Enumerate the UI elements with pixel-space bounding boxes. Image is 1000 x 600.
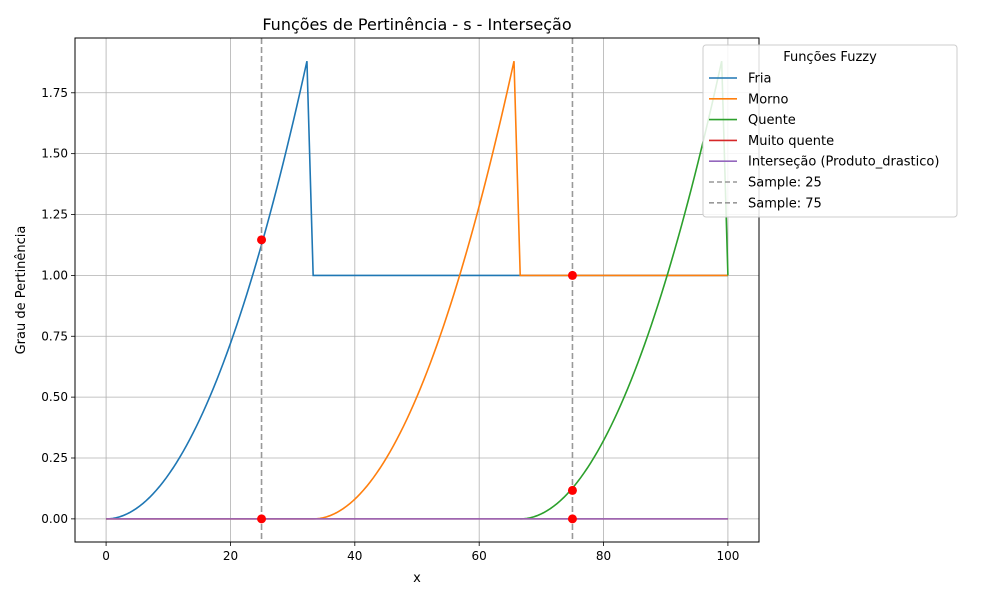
y-tick-label: 0.25 xyxy=(41,451,68,465)
sample-point-2 xyxy=(257,514,267,524)
legend-title: Funções Fuzzy xyxy=(783,50,877,65)
sample-points xyxy=(257,235,577,524)
legend-label-7: Sample: 75 xyxy=(748,196,822,211)
y-tick-label: 1.50 xyxy=(41,147,68,161)
x-tick-label: 20 xyxy=(223,549,238,563)
legend-label-5: Interseção (Produto_drastico) xyxy=(748,155,939,170)
legend: Funções Fuzzy Fria Morno Quente Muito quent… xyxy=(702,44,958,218)
grid-lines xyxy=(75,38,759,542)
sample-point-5 xyxy=(567,514,577,524)
x-axis-label: x xyxy=(413,571,421,586)
y-tick-label: 0.75 xyxy=(41,329,68,343)
x-tick-label: 80 xyxy=(596,549,611,563)
sample-point-1 xyxy=(257,235,267,245)
legend-label-2: Morno xyxy=(748,92,789,107)
y-tick-label: 0.00 xyxy=(41,512,68,526)
plot-frame xyxy=(74,37,760,543)
legend-label-3: Quente xyxy=(748,113,796,128)
series-lines xyxy=(106,60,729,520)
x-tick-label: 60 xyxy=(472,549,487,563)
y-axis-ticks: 0.00 0.25 0.50 0.75 1.00 1.25 1.50 1.75 xyxy=(41,86,75,526)
series-line-2 xyxy=(106,60,728,520)
sample-point-4 xyxy=(567,485,577,495)
chart-title: Funções de Pertinência - s - Interseção xyxy=(262,15,571,34)
x-tick-label: 0 xyxy=(102,549,110,563)
sample-lines xyxy=(260,38,574,542)
y-tick-label: 1.25 xyxy=(41,208,68,222)
y-tick-label: 1.00 xyxy=(41,268,68,282)
y-axis-label: Grau de Pertinência xyxy=(14,226,29,355)
legend-label-6: Sample: 25 xyxy=(748,176,822,191)
series-line-3 xyxy=(520,60,729,520)
x-tick-label: 100 xyxy=(716,549,739,563)
x-axis-ticks: 0 20 40 60 80 100 xyxy=(102,542,739,563)
sample-point-3 xyxy=(567,270,577,280)
y-tick-label: 1.75 xyxy=(41,86,68,100)
x-tick-label: 40 xyxy=(347,549,362,563)
legend-label-4: Muito quente xyxy=(748,134,834,149)
series-line-1 xyxy=(106,60,728,520)
legend-label-1: Fria xyxy=(748,72,771,87)
y-tick-label: 0.50 xyxy=(41,390,68,404)
